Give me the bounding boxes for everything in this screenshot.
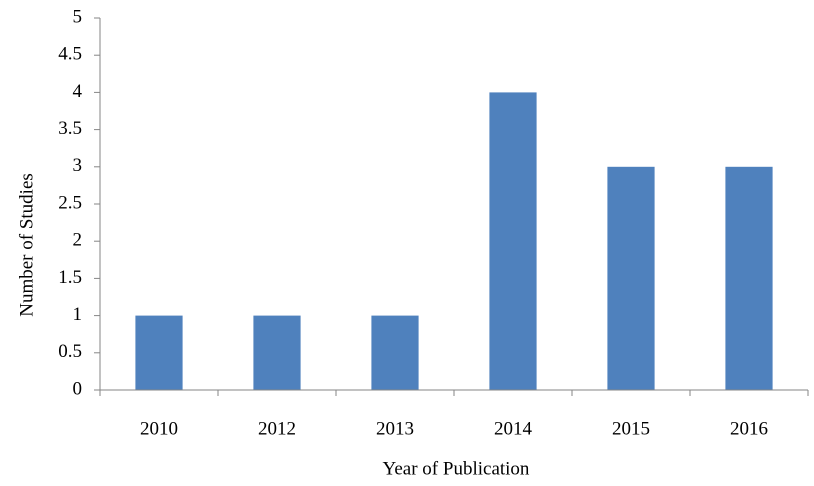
y-tick-label: 0 (73, 378, 83, 399)
bar (371, 315, 419, 390)
y-tick-label: 0.5 (58, 341, 82, 362)
y-tick-label: 4 (73, 81, 83, 102)
bar (607, 166, 655, 390)
y-tick-label: 5 (73, 6, 83, 27)
x-tick-label: 2015 (612, 418, 650, 439)
y-axis-title: Number of Studies (16, 173, 37, 317)
y-tick-label: 1 (73, 304, 83, 325)
bar (725, 166, 773, 390)
bar (135, 315, 183, 390)
bar (489, 92, 537, 391)
x-tick-label: 2010 (140, 418, 178, 439)
y-tick-label: 4.5 (58, 44, 82, 65)
x-tick-label: 2012 (258, 418, 296, 439)
x-tick-label: 2013 (376, 418, 414, 439)
y-tick-label: 2.5 (58, 192, 82, 213)
y-tick-label: 3.5 (58, 118, 82, 139)
y-tick-label: 2 (73, 230, 83, 251)
x-axis-title: Year of Publication (383, 458, 530, 479)
bar (253, 315, 301, 390)
y-tick-label: 1.5 (58, 267, 82, 288)
x-tick-label: 2014 (494, 418, 533, 439)
x-tick-label: 2016 (730, 418, 768, 439)
y-tick-label: 3 (73, 155, 83, 176)
